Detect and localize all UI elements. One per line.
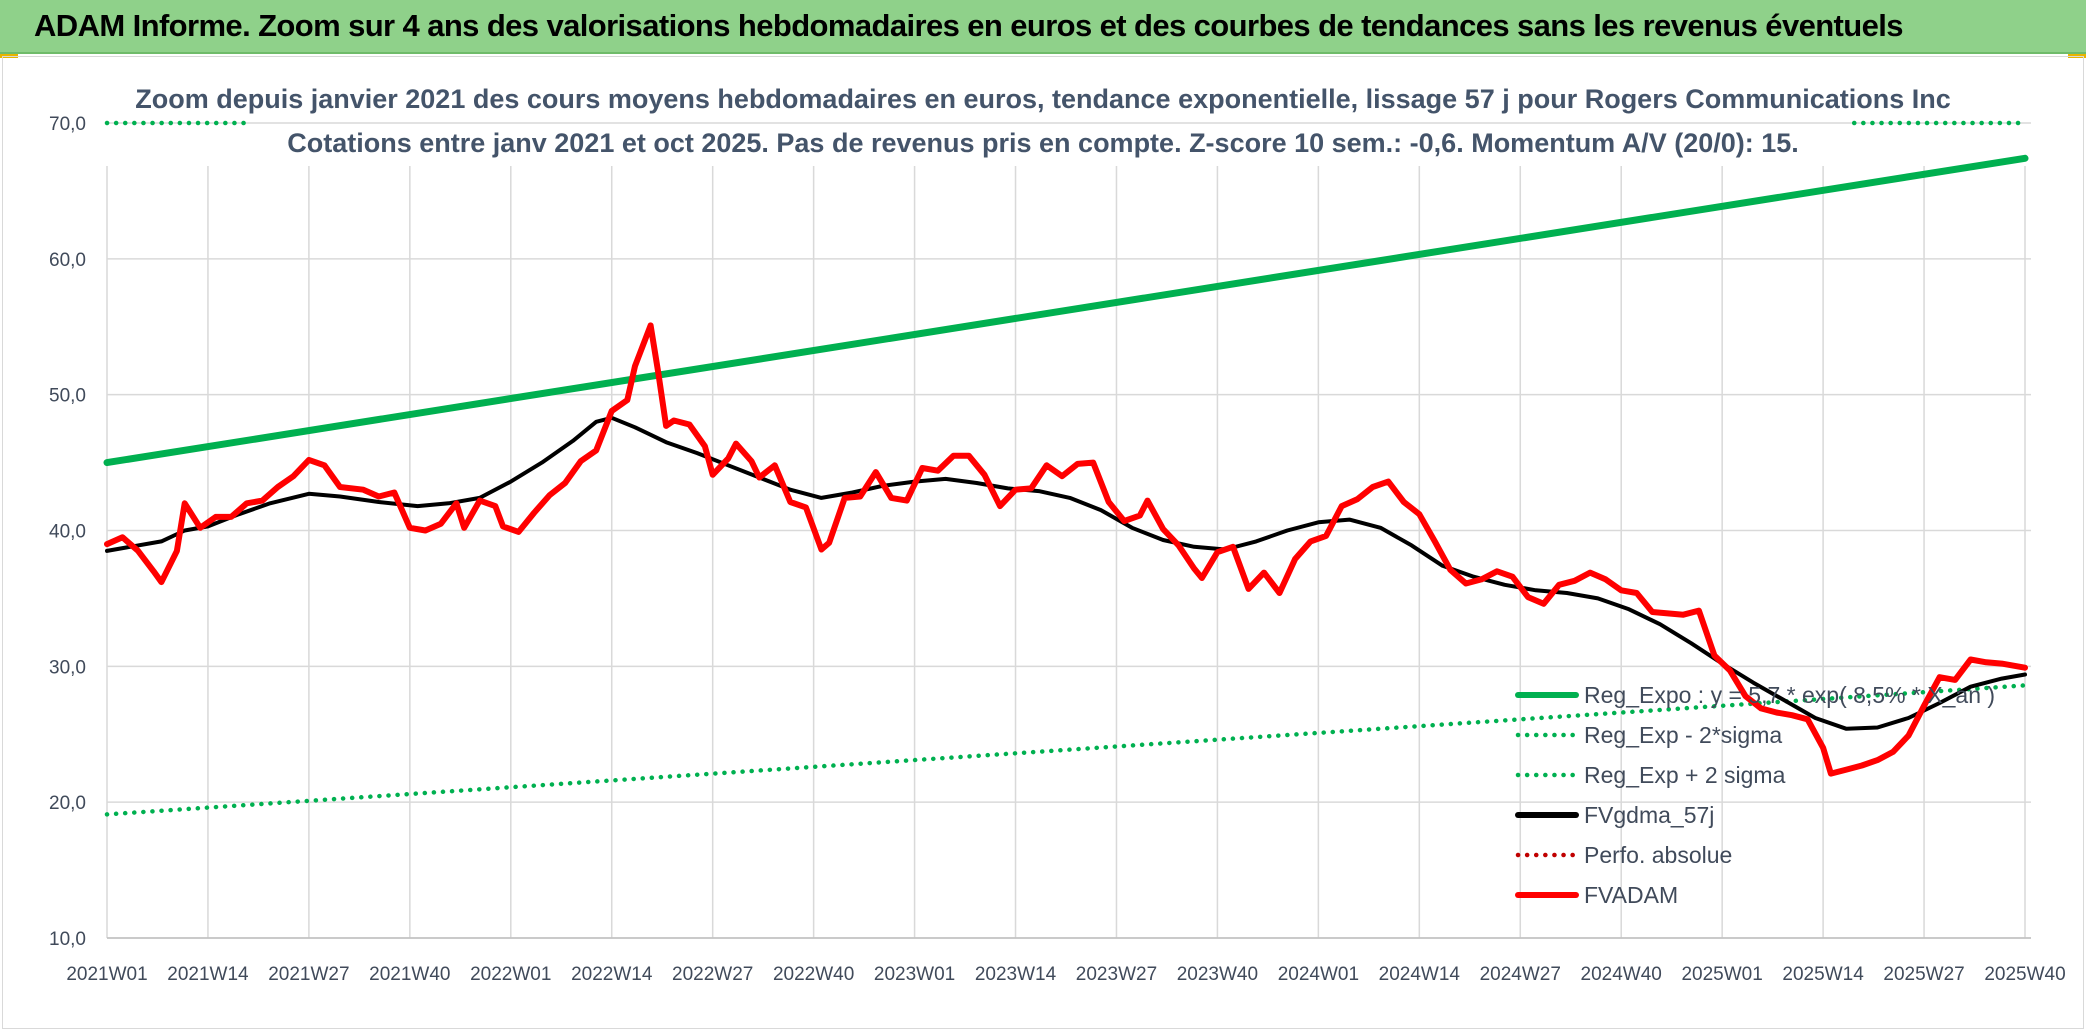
chart-area-border bbox=[2, 56, 2084, 1029]
trend-line-series bbox=[103, 154, 2029, 467]
x-tick-label: 2024W27 bbox=[1480, 964, 1561, 985]
x-tick-label: 2022W40 bbox=[773, 964, 854, 985]
x-tick-label: 2023W27 bbox=[1076, 964, 1157, 985]
fvgdma-57j-series bbox=[105, 415, 2027, 731]
x-tick-label: 2021W27 bbox=[268, 964, 349, 985]
chart-subtitle: Cotations entre janv 2021 et oct 2025. P… bbox=[287, 128, 1799, 158]
x-tick-label: 2021W01 bbox=[66, 964, 147, 985]
legend-label-1: Reg_Exp - 2*sigma bbox=[1584, 722, 1782, 748]
y-tick-label: 50,0 bbox=[49, 386, 86, 407]
y-tick-label: 30,0 bbox=[49, 657, 86, 678]
x-tick-label: 2024W14 bbox=[1379, 964, 1461, 985]
fvadam-series bbox=[104, 322, 2028, 777]
x-tick-label: 2023W01 bbox=[874, 964, 955, 985]
y-tick-label: 40,0 bbox=[49, 522, 86, 543]
y-tick-label: 20,0 bbox=[49, 793, 86, 814]
x-tick-label: 2023W14 bbox=[975, 964, 1057, 985]
grid-lines bbox=[106, 122, 2031, 939]
x-tick-label: 2024W40 bbox=[1581, 964, 1662, 985]
y-tick-label: 10,0 bbox=[49, 929, 86, 950]
x-tick-label: 2025W27 bbox=[1883, 964, 1964, 985]
x-tick-label: 2025W01 bbox=[1681, 964, 1762, 985]
axis-labels: 10,0 20,0 30,0 40,0 50,0 60,0 70,0 2021W01 2021W… bbox=[49, 114, 2066, 985]
report-title: ADAM Informe. Zoom sur 4 ans des valoris… bbox=[34, 8, 1904, 43]
y-tick-label: 70,0 bbox=[49, 114, 86, 135]
x-tick-label: 2025W14 bbox=[1782, 964, 1864, 985]
lower-band-series bbox=[104, 683, 2028, 817]
x-tick-label: 2022W01 bbox=[470, 964, 551, 985]
chart-title: Zoom depuis janvier 2021 des cours moyen… bbox=[135, 84, 1951, 114]
legend-label-3: FVgdma_57j bbox=[1584, 802, 1714, 828]
x-tick-label: 2023W40 bbox=[1177, 964, 1258, 985]
legend-label-4: Perfo. absolue bbox=[1584, 842, 1732, 868]
x-tick-label: 2021W40 bbox=[369, 964, 450, 985]
legend-label-5: FVADAM bbox=[1584, 882, 1678, 908]
x-tick-label: 2022W14 bbox=[571, 964, 653, 985]
report-banner: ADAM Informe. Zoom sur 4 ans des valoris… bbox=[0, 0, 2086, 54]
y-tick-label: 60,0 bbox=[49, 250, 86, 271]
x-tick-label: 2021W14 bbox=[167, 964, 249, 985]
series-lines bbox=[103, 120, 2029, 817]
legend-label-2: Reg_Exp + 2 sigma bbox=[1584, 762, 1786, 788]
legend: Reg_Expo : y = 5,7 * exp( 8,5% * X_an ) R… bbox=[1515, 682, 1995, 908]
x-tick-label: 2022W27 bbox=[672, 964, 753, 985]
x-tick-label: 2024W01 bbox=[1278, 964, 1359, 985]
x-tick-label: 2025W40 bbox=[1984, 964, 2065, 985]
legend-label-0: Reg_Expo : y = 5,7 * exp( 8,5% * X_an ) bbox=[1584, 682, 1995, 708]
